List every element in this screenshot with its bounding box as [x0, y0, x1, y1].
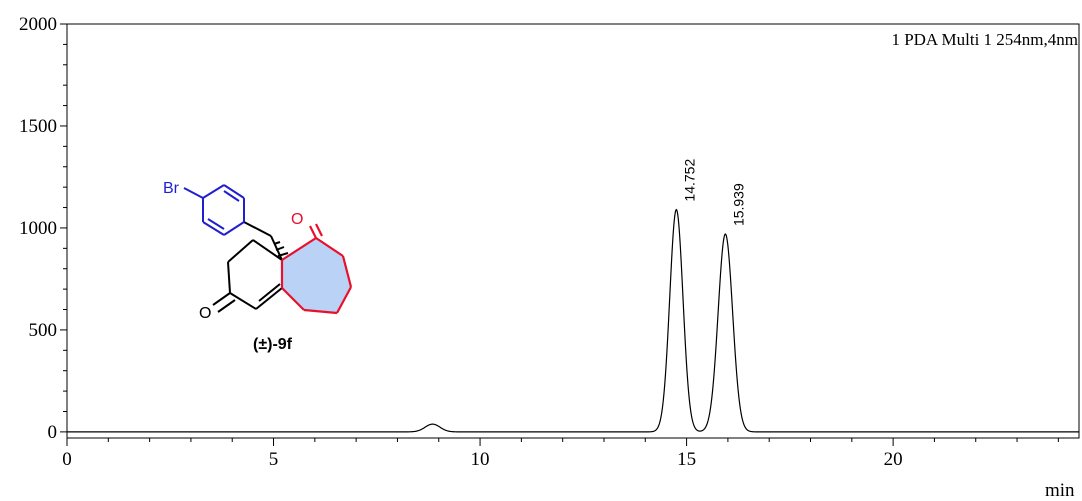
x-tick-label-5: 5: [269, 449, 279, 470]
x-tick-label-0: 0: [62, 449, 72, 470]
y-tick-label-0: 0: [48, 422, 58, 443]
y-axis: 0 500 1000 1500 2000: [19, 14, 67, 443]
legend-text: 1 PDA Multi 1 254nm,4nm: [891, 30, 1078, 49]
x-axis: 0 5 10 15 20: [62, 438, 1059, 470]
x-unit-label: min: [1045, 480, 1075, 501]
x-tick-label-10: 10: [471, 449, 490, 470]
compound-label: (±)-9f: [253, 336, 293, 353]
x-tick-label-20: 20: [884, 449, 903, 470]
y-tick-label-1500: 1500: [19, 116, 57, 137]
y-tick-label-1000: 1000: [19, 218, 57, 239]
cycloheptanone-ring-fill: [282, 238, 351, 313]
trace-line: [67, 208, 1079, 433]
ketone-oxygen-label: O: [291, 211, 303, 228]
compound-id: 9f: [278, 336, 293, 353]
molecule-structure: Br O O (±)-9f: [163, 180, 353, 353]
compound-prefix: (±)-: [253, 336, 278, 353]
peak-labels: 14.752 15.939: [681, 159, 746, 227]
plot-frame: [66, 23, 1080, 439]
peak-label-2: 15.939: [730, 183, 746, 226]
bromine-label: Br: [163, 180, 180, 197]
peak-label-1: 14.752: [681, 159, 697, 202]
x-tick-label-15: 15: [677, 449, 696, 470]
y-tick-label-2000: 2000: [19, 14, 57, 35]
y-tick-label-500: 500: [29, 320, 58, 341]
enone-oxygen-label: O: [199, 305, 211, 322]
